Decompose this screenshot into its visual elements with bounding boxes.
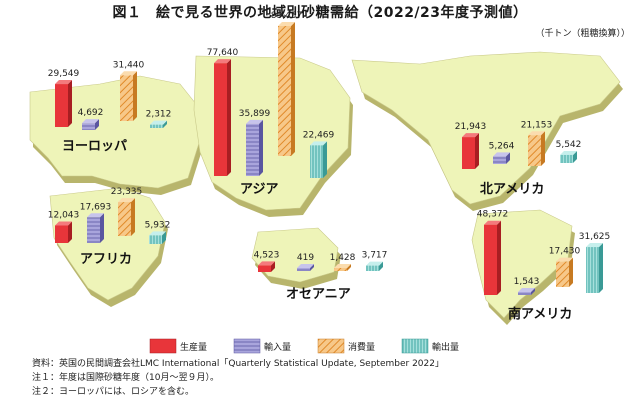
- bar-europe-import: [82, 119, 99, 130]
- legend-label-import: 輸入量: [264, 341, 291, 353]
- world-map: [29, 51, 623, 325]
- bar-africa-consumption: [118, 198, 135, 236]
- bar-asia-consumption: [278, 22, 295, 156]
- bar-asia-export: [310, 141, 327, 178]
- legend-item-production: 生産量: [149, 338, 207, 354]
- legend-swatch-export: [401, 338, 429, 354]
- bar-asia-import: [246, 119, 263, 176]
- value-label-africa-consumption: 23,335: [111, 187, 143, 197]
- legend: 生産量 輸入量 消費量 輸出量: [149, 338, 459, 354]
- bar-north-america-consumption: [528, 131, 545, 166]
- bar-africa-production: [55, 221, 72, 243]
- bar-oceania-import: [297, 264, 314, 271]
- value-label-oceania-export: 3,717: [362, 251, 388, 261]
- region-label-asia: アジア: [240, 182, 278, 197]
- unit-label: （千トン（粗糖換算））: [535, 29, 630, 39]
- bar-europe-export: [150, 120, 167, 128]
- legend-swatch-consumption: [317, 338, 345, 354]
- value-label-south-america-consumption: 17,430: [549, 247, 581, 257]
- region-labels: ヨーロッパ アジア アフリカ オセアニア 北アメリカ 南アメリカ: [62, 139, 572, 322]
- legend-label-consumption: 消費量: [348, 341, 375, 353]
- bar-asia-production: [214, 59, 231, 176]
- legend-label-production: 生産量: [180, 341, 207, 353]
- bar-europe-consumption: [120, 71, 137, 121]
- africa-land: [49, 187, 166, 301]
- value-label-north-america-export: 5,542: [556, 140, 582, 150]
- value-label-asia-export: 22,469: [303, 130, 335, 140]
- value-label-africa-import: 17,693: [80, 202, 112, 212]
- region-label-south-america: 南アメリカ: [508, 306, 572, 322]
- bar-oceania-production: [258, 261, 275, 272]
- value-label-south-america-production: 48,372: [477, 210, 509, 220]
- note-2: 注２：ヨーロッパには、ロシアを含む。: [32, 387, 195, 397]
- legend-item-import: 輸入量: [233, 338, 291, 354]
- region-label-north-america: 北アメリカ: [480, 182, 544, 197]
- value-label-asia-import: 35,899: [239, 109, 271, 119]
- bars-layer: [55, 22, 603, 295]
- value-label-europe-import: 4,692: [78, 108, 104, 118]
- region-label-africa: アフリカ: [80, 252, 132, 267]
- europe-land: [29, 75, 201, 189]
- legend-item-export: 輸出量: [401, 338, 459, 354]
- chart-title: 図１ 絵で見る世界の地域別砂糖需給（2022/23年度予測値）: [112, 5, 528, 21]
- legend-swatch-import: [233, 338, 261, 354]
- legend-label-export: 輸出量: [432, 341, 459, 353]
- bar-north-america-import: [493, 152, 510, 164]
- labels-layer: 29,549 4,692 31,440 2,312 77,640 35,899 89,457…: [48, 11, 611, 287]
- footnotes: 資料：英国の民間調査会社LMC International「Quarterly …: [32, 357, 444, 399]
- bar-south-america-export: [586, 243, 603, 293]
- bar-africa-export: [149, 231, 166, 244]
- bar-south-america-production: [484, 220, 501, 295]
- legend-swatch-production: [149, 338, 177, 354]
- value-label-africa-export: 5,932: [145, 220, 171, 230]
- note-1: 注１：年度は国際砂糖年度（10月～翌９月）。: [32, 373, 219, 383]
- value-label-asia-production: 77,640: [207, 48, 239, 58]
- region-label-oceania: オセアニア: [286, 287, 351, 302]
- value-label-europe-export: 2,312: [146, 110, 172, 120]
- bar-europe-production: [55, 80, 72, 127]
- value-label-north-america-import: 5,264: [489, 141, 515, 151]
- bar-north-america-export: [560, 150, 577, 163]
- bar-south-america-import: [518, 288, 535, 295]
- value-label-europe-production: 29,549: [48, 69, 80, 79]
- bar-south-america-consumption: [556, 257, 573, 287]
- value-label-africa-production: 12,043: [48, 210, 80, 220]
- source-note: 資料：英国の民間調査会社LMC International「Quarterly …: [32, 359, 444, 369]
- value-label-oceania-production: 4,523: [254, 250, 280, 260]
- bar-africa-import: [87, 213, 104, 243]
- value-label-europe-consumption: 31,440: [113, 60, 145, 70]
- value-label-north-america-consumption: 21,153: [521, 120, 553, 130]
- bar-north-america-production: [462, 133, 479, 169]
- region-label-europe: ヨーロッパ: [62, 139, 127, 154]
- value-label-north-america-production: 21,943: [455, 122, 487, 132]
- value-label-south-america-export: 31,625: [579, 232, 611, 242]
- value-label-south-america-import: 1,543: [514, 277, 540, 287]
- value-label-oceania-consumption: 1,428: [330, 253, 356, 263]
- bar-oceania-consumption: [334, 264, 351, 271]
- value-label-oceania-import: 419: [297, 253, 314, 263]
- legend-item-consumption: 消費量: [317, 338, 375, 354]
- bar-oceania-export: [366, 261, 383, 271]
- value-label-asia-consumption: 89,457: [271, 11, 303, 21]
